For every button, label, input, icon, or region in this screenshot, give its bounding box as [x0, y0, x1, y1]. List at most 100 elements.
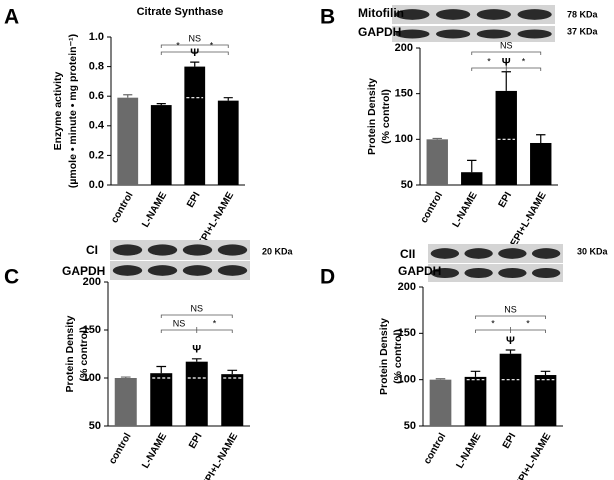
x-tick-label: L-NAME — [454, 431, 483, 470]
y-tick-label: 0.8 — [89, 61, 104, 73]
blot-band — [517, 29, 552, 39]
y-tick-label: 100 — [83, 372, 101, 384]
bar — [217, 100, 239, 185]
significance-marker: Ψ — [190, 47, 199, 59]
y-axis-label: (% control) — [392, 329, 404, 384]
significance-label: NS — [188, 33, 201, 43]
bar — [185, 361, 208, 426]
error-bar — [467, 159, 477, 173]
x-tick-label: EPI+L-NAME — [200, 431, 240, 480]
bar — [495, 90, 517, 185]
blot-strip — [428, 244, 563, 263]
blot-band — [531, 248, 561, 259]
blot-kda-label: 30 KDa — [577, 246, 609, 256]
x-tick-label: L-NAME — [140, 190, 169, 229]
y-tick-label: 200 — [83, 276, 101, 288]
error-bar — [540, 370, 551, 376]
error-bar — [223, 97, 233, 101]
significance-bracket — [160, 327, 233, 333]
y-tick-label: 50 — [404, 420, 416, 432]
bar — [117, 97, 139, 185]
blot-band — [395, 29, 430, 39]
chart-panel: A Citrate Synthase Enzyme activity (µmole •… — [4, 6, 245, 249]
y-tick-label: 100 — [395, 133, 413, 145]
y-tick-label: 1.0 — [89, 31, 104, 43]
y-axis-label: (% control) — [380, 89, 392, 144]
blot-strip — [428, 264, 563, 282]
chart-panel: B Mitofilin GAPDH 78 KDa 37 KDa Protein Densi… — [320, 5, 599, 249]
bar — [429, 379, 452, 426]
x-tick-label: EPI — [185, 190, 203, 210]
y-axis-label: (µmole • minute • mg protein⁻¹) — [67, 34, 79, 188]
significance-marker: Ψ — [192, 344, 201, 356]
blot-protein-label: Mitofilin — [358, 6, 404, 20]
y-tick-label: 50 — [89, 420, 101, 432]
error-bar — [505, 349, 516, 354]
blot-protein-label: CI — [86, 243, 98, 257]
significance-label: * — [487, 56, 491, 66]
error-bar — [123, 94, 133, 98]
panel-letter: C — [4, 266, 19, 289]
blot-band — [217, 265, 248, 276]
blot-band — [112, 244, 143, 256]
blot-band — [476, 9, 511, 20]
significance-label: * — [526, 318, 530, 328]
y-axis-label: (% control) — [78, 327, 90, 382]
error-bar — [470, 370, 481, 377]
blot-band — [182, 265, 213, 276]
blot-band — [476, 29, 511, 39]
x-tick-label: control — [107, 431, 134, 466]
blot-band — [112, 265, 143, 276]
blot-band — [147, 265, 178, 276]
y-axis-label: Protein Density — [64, 315, 76, 392]
y-tick-label: 0.0 — [89, 179, 104, 191]
error-bar — [227, 369, 238, 375]
significance-bracket — [160, 49, 229, 55]
error-bar — [156, 103, 166, 106]
blot-band — [436, 9, 471, 20]
x-tick-label: EPI — [501, 431, 519, 451]
significance-bracket — [160, 314, 233, 318]
bar — [461, 172, 483, 185]
blot-band — [517, 9, 552, 20]
y-tick-label: 0.6 — [89, 90, 104, 102]
y-tick-label: 50 — [401, 179, 413, 191]
y-tick-label: 100 — [398, 374, 416, 386]
blot-band — [430, 267, 460, 279]
y-axis-label: Enzyme activity — [52, 71, 64, 150]
bar — [530, 142, 552, 185]
y-tick-label: 0.2 — [89, 149, 104, 161]
y-tick-label: 200 — [398, 281, 416, 293]
blot-strip — [392, 5, 555, 24]
x-tick-label: EPI+L-NAME — [196, 190, 236, 248]
significance-bracket — [475, 327, 546, 333]
y-axis-label: Protein Density — [366, 78, 378, 155]
blot-kda-label: 20 KDa — [262, 246, 294, 256]
significance-label: NS — [190, 303, 203, 313]
chart-panel: D CII GAPDH 30 KDa Protein Density (% control… — [320, 244, 609, 480]
significance-bracket — [471, 51, 542, 55]
blot-band — [464, 248, 493, 259]
blot-kda-label: 37 KDa — [567, 26, 599, 36]
error-bar — [501, 71, 511, 91]
x-tick-label: control — [422, 431, 449, 466]
x-tick-label: EPI+L-NAME — [513, 431, 553, 480]
blot-band — [182, 244, 213, 256]
significance-marker: Ψ — [506, 335, 515, 347]
y-tick-label: 200 — [395, 42, 413, 54]
significance-label: * — [176, 40, 180, 50]
blot-band — [498, 267, 527, 279]
chart-title: Citrate Synthase — [137, 6, 224, 18]
x-tick-label: EPI — [187, 431, 205, 451]
blot-protein-label: CII — [400, 247, 415, 261]
x-tick-label: L-NAME — [140, 431, 169, 470]
error-bar — [120, 376, 131, 378]
significance-label: * — [210, 40, 214, 50]
bar — [114, 378, 137, 426]
blot-band — [436, 29, 471, 39]
panel-letter: B — [320, 6, 335, 29]
significance-label: NS — [504, 304, 517, 314]
blot-band — [464, 267, 493, 279]
error-bar — [536, 134, 546, 143]
significance-label: * — [522, 56, 526, 66]
